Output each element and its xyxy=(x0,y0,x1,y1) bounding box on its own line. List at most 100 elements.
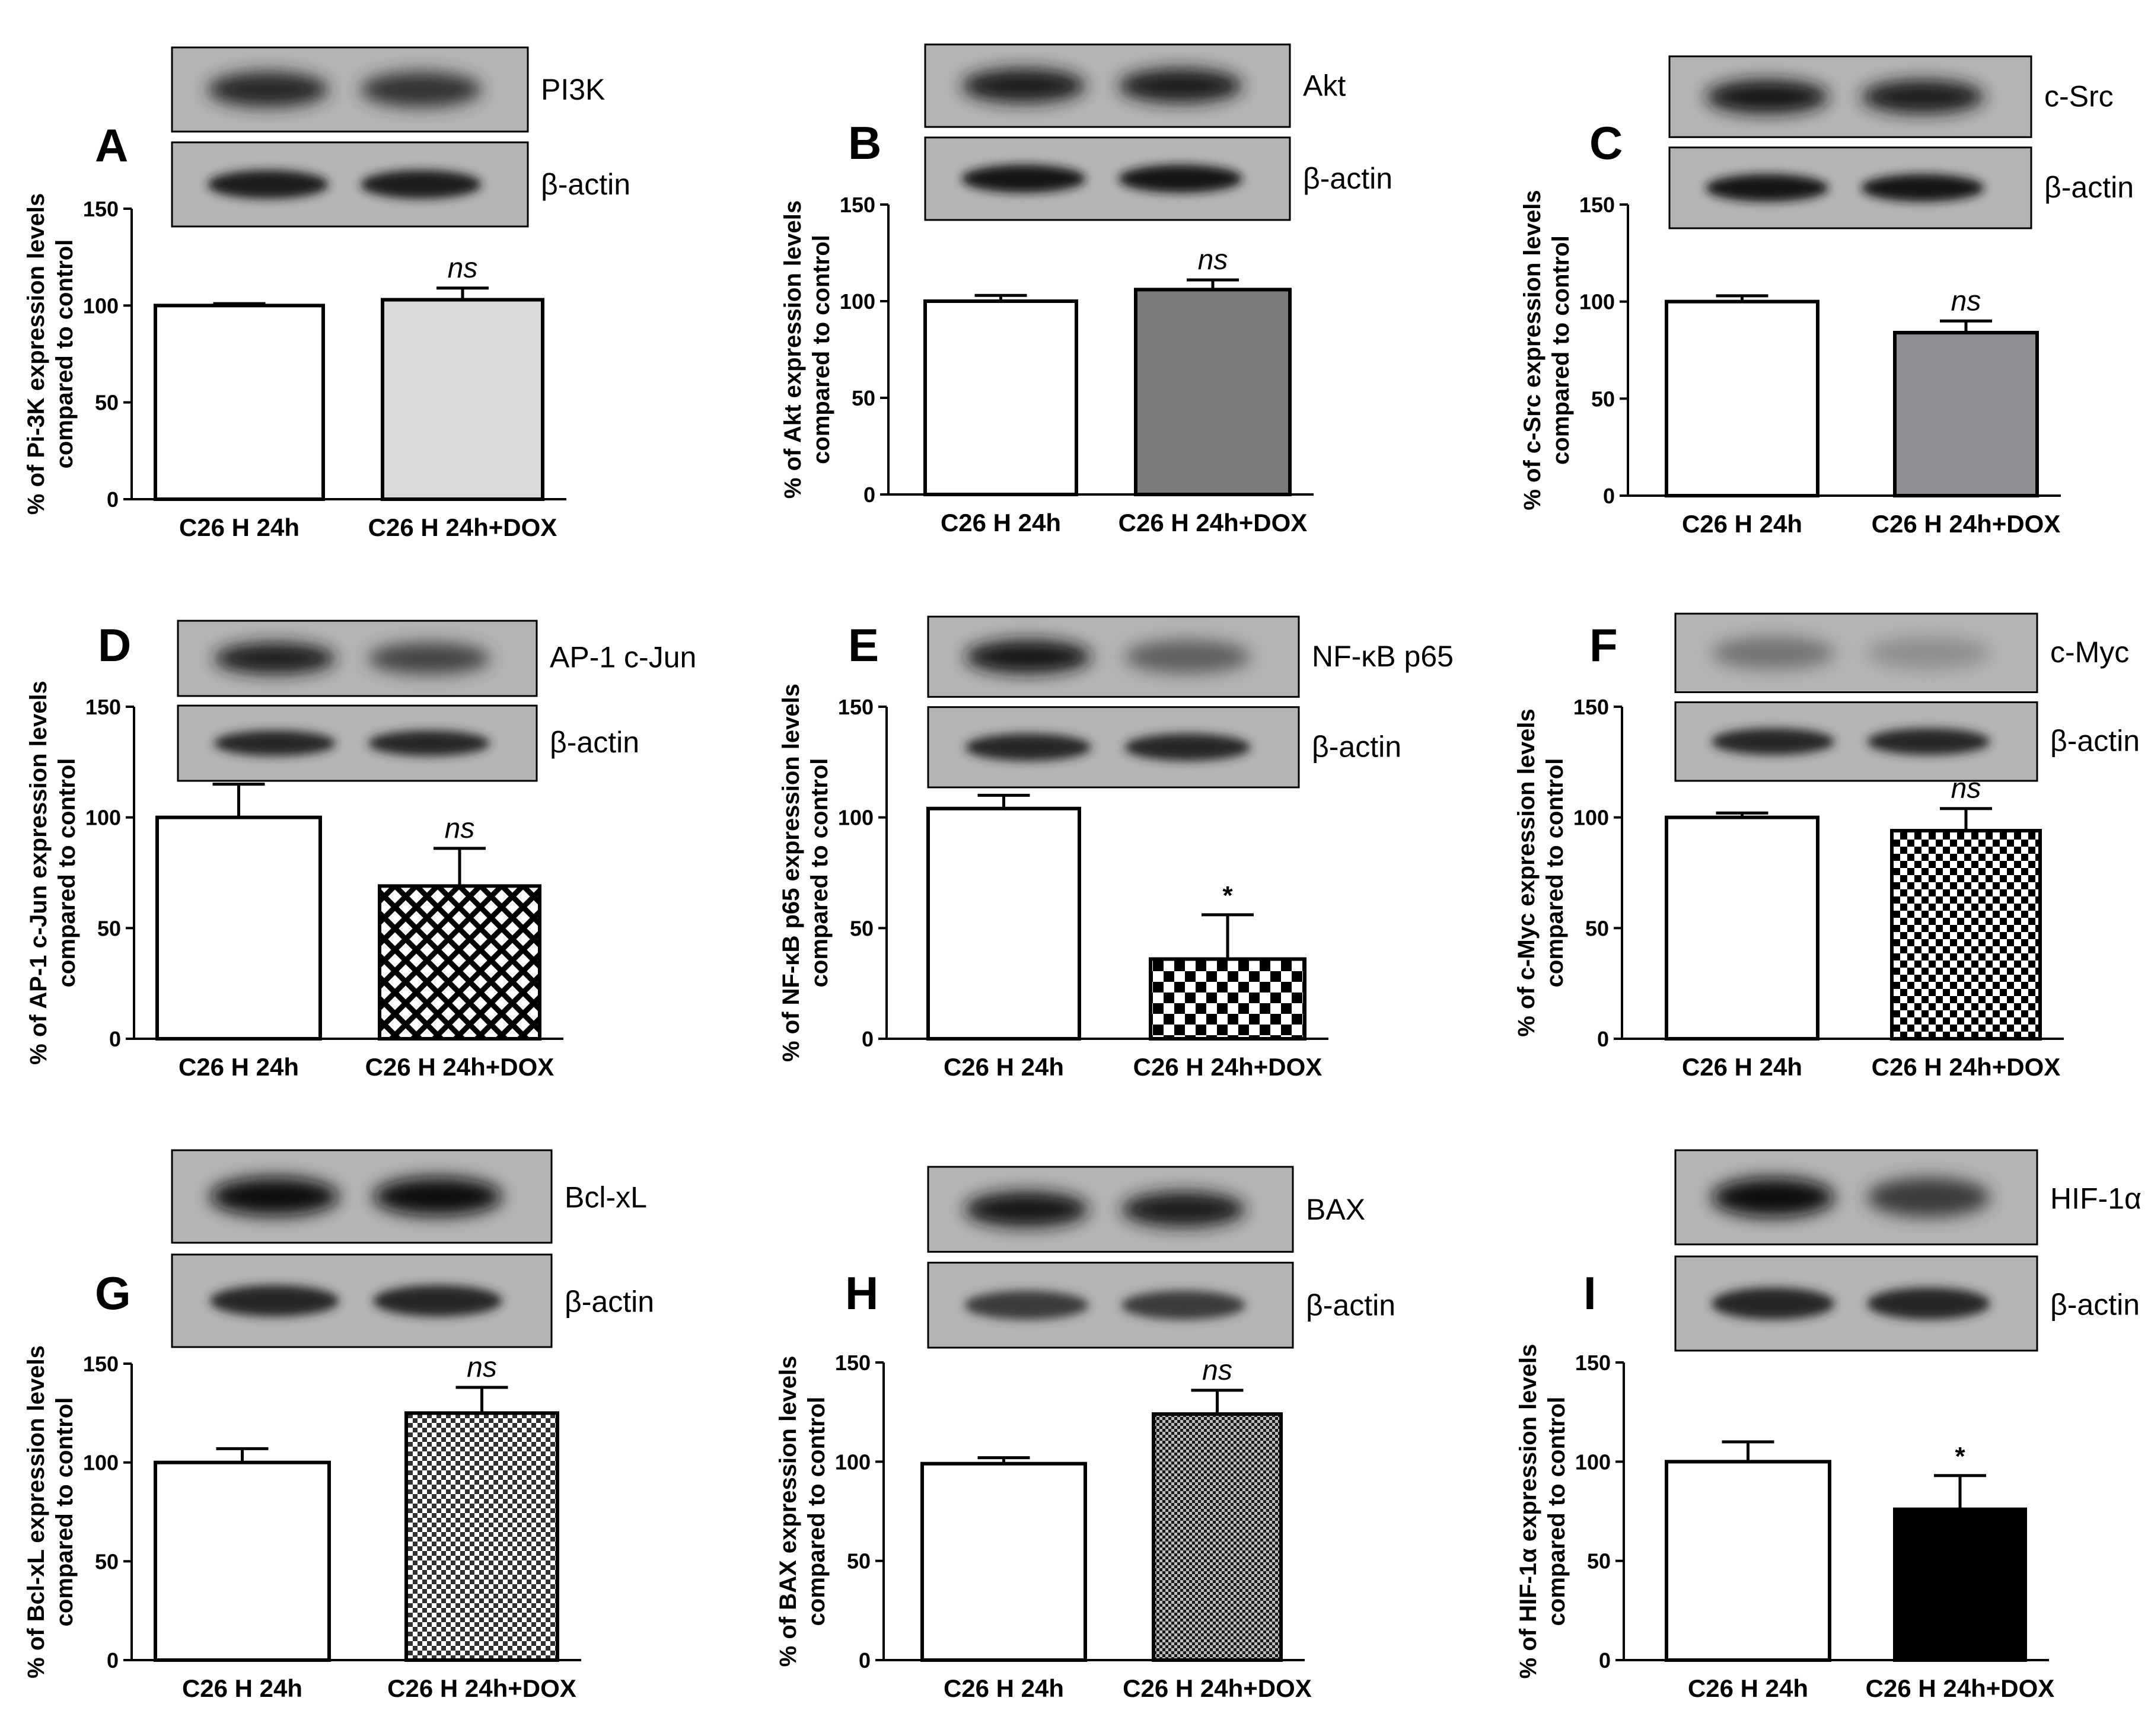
bar xyxy=(154,304,325,501)
loading-label: β-actin xyxy=(1303,162,1392,195)
y-label-line2: compared to control xyxy=(54,758,80,988)
bar xyxy=(923,299,1078,496)
blot-band xyxy=(368,642,490,675)
blot-loading xyxy=(171,141,529,228)
blot-band xyxy=(1124,733,1251,761)
panel-letter: H xyxy=(845,1267,878,1319)
bar xyxy=(1665,1460,1831,1662)
y-tick-label: 150 xyxy=(83,197,119,221)
y-tick-label: 50 xyxy=(97,916,121,940)
y-tick-label: 50 xyxy=(1587,1549,1611,1574)
y-axis-label: % of Pi-3K expression levels compared to … xyxy=(23,193,78,515)
blot-loading xyxy=(1668,146,2032,229)
significance-label: ns xyxy=(448,253,478,284)
y-tick-label: 100 xyxy=(1579,290,1615,314)
blot-band xyxy=(1121,1290,1246,1320)
blot-band xyxy=(964,1191,1089,1227)
bar xyxy=(926,806,1081,1041)
blot-band xyxy=(1867,1287,1990,1320)
blot-band xyxy=(1712,1287,1835,1320)
bar xyxy=(1152,1412,1283,1662)
y-tick-label: 50 xyxy=(1591,387,1615,411)
significance-label: * xyxy=(1955,1442,1965,1471)
y-tick-label: 50 xyxy=(850,916,874,940)
x-tick-label: C26 H 24h+DOX xyxy=(368,513,557,541)
panel-letter: B xyxy=(848,117,881,169)
blot-band xyxy=(961,164,1086,193)
blot-label: AP-1 c-Jun xyxy=(550,641,696,674)
blot-band xyxy=(1124,640,1251,674)
blot-band xyxy=(1867,1177,1990,1217)
y-label-line1: % of c-Src expression levels xyxy=(1519,190,1545,510)
y-tick-label: 150 xyxy=(1573,695,1609,719)
x-tick-label: C26 H 24h+DOX xyxy=(365,1053,555,1081)
blot-loading xyxy=(927,1262,1294,1349)
y-tick-label: 0 xyxy=(1603,484,1615,508)
bar xyxy=(381,298,544,501)
blot-label: HIF-1α xyxy=(2050,1182,2142,1215)
blot-target xyxy=(924,43,1291,128)
y-label-line2: compared to control xyxy=(52,1397,78,1627)
bar xyxy=(1890,829,2042,1041)
y-tick-label: 150 xyxy=(840,193,875,217)
loading-label: β-actin xyxy=(541,168,630,201)
significance-label: ns xyxy=(1951,773,1981,805)
blot-band xyxy=(361,170,482,199)
y-tick-label: 100 xyxy=(840,289,875,314)
blot-label: c-Myc xyxy=(2050,636,2129,669)
blot-band xyxy=(361,72,482,107)
y-tick-label: 0 xyxy=(107,1648,119,1673)
y-axis-label: % of Akt expression levels compared to co… xyxy=(780,200,834,499)
y-label-line2: compared to control xyxy=(808,235,834,464)
y-axis-label: % of c-Src expression levels compared to … xyxy=(1519,190,1574,510)
y-tick-label: 50 xyxy=(95,391,119,415)
y-tick-label: 100 xyxy=(1573,806,1609,830)
bar xyxy=(1893,331,2039,497)
x-tick-label: C26 H 24h+DOX xyxy=(1133,1053,1323,1081)
x-tick-label: C26 H 24h xyxy=(944,1053,1064,1081)
y-tick-label: 0 xyxy=(863,483,875,507)
blot-label: c-Src xyxy=(2044,80,2114,113)
blot-label: Akt xyxy=(1303,69,1346,102)
blot-band xyxy=(1712,1177,1835,1217)
y-axis-label: % of AP-1 c-Jun expression levels compare… xyxy=(26,681,80,1065)
blot-label: BAX xyxy=(1306,1193,1365,1226)
blot-band xyxy=(965,640,1091,674)
blot-band xyxy=(208,170,329,199)
blot-band xyxy=(1118,68,1243,103)
panel-letter: E xyxy=(848,619,879,671)
y-tick-label: 50 xyxy=(847,1549,871,1574)
y-label-line1: % of c-Myc expression levels xyxy=(1513,709,1540,1037)
panel-letter: G xyxy=(95,1267,131,1319)
panel-letter: F xyxy=(1589,619,1618,671)
x-tick-label: C26 H 24h xyxy=(1688,1674,1808,1702)
x-tick-label: C26 H 24h xyxy=(1682,1053,1802,1081)
blot-target xyxy=(1674,612,2038,694)
y-tick-label: 150 xyxy=(838,695,874,719)
bar xyxy=(404,1411,559,1662)
blot-loading xyxy=(177,704,538,782)
y-tick-label: 100 xyxy=(85,806,121,830)
y-label-line1: % of BAX expression levels xyxy=(775,1356,801,1667)
bar xyxy=(155,815,322,1041)
blot-loading xyxy=(171,1253,553,1348)
significance-label: ns xyxy=(1951,285,1981,317)
y-label-line2: compared to control xyxy=(804,1397,830,1626)
x-tick-label: C26 H 24h+DOX xyxy=(1866,1674,2055,1702)
significance-label: ns xyxy=(1202,1355,1232,1386)
y-axis-label: % of c-Myc expression levels compared to … xyxy=(1513,709,1568,1037)
y-axis-label: % of HIF-1α expression levels compared to… xyxy=(1515,1344,1570,1679)
y-label-line2: compared to control xyxy=(52,240,78,469)
y-tick-label: 150 xyxy=(1579,193,1615,217)
x-tick-label: C26 H 24h+DOX xyxy=(1872,510,2061,538)
blot-band xyxy=(210,1285,339,1317)
panel-letter: C xyxy=(1589,117,1623,169)
blot-loading xyxy=(1674,1255,2038,1352)
y-tick-label: 50 xyxy=(1585,916,1609,940)
